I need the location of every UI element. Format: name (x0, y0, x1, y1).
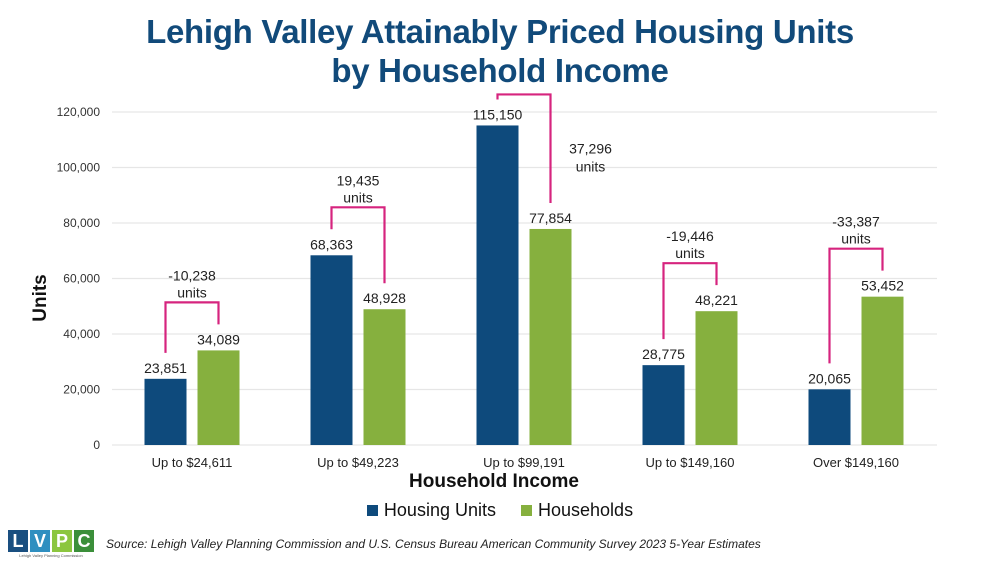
bar-households (695, 311, 738, 445)
chart-title-line-2: by Household Income (331, 52, 669, 89)
data-label: 68,363 (310, 236, 353, 252)
x-tick-label: Up to $49,223 (317, 455, 399, 470)
bar-households (363, 309, 406, 445)
bars: 23,851 34,089 68,363 48,928 115,150 77,854 28,… (144, 106, 904, 446)
source-note: Source: Lehigh Valley Planning Commissio… (106, 537, 761, 551)
logo-letter: C (74, 530, 94, 552)
bar-housing-units (144, 378, 187, 445)
y-tick-label: 20,000 (63, 383, 100, 397)
footer: L V P C Lehigh Valley Planning Commissio… (8, 530, 761, 558)
data-label: 115,150 (473, 106, 523, 122)
lvpc-logo: L V P C Lehigh Valley Planning Commissio… (8, 530, 94, 558)
y-axis-title: Units (30, 274, 51, 322)
logo-letter: V (30, 530, 50, 552)
difference-unit: units (177, 284, 207, 300)
chart-title-line-1: Lehigh Valley Attainably Priced Housing … (146, 13, 854, 50)
difference-value: 37,296 (569, 140, 612, 156)
legend-swatch-housing-units (366, 505, 378, 516)
logo-subtitle: Lehigh Valley Planning Commission (19, 553, 83, 558)
difference-unit: units (675, 245, 705, 261)
bar-housing-units (642, 365, 685, 445)
y-tick-label: 0 (93, 438, 100, 452)
x-tick-label: Up to $99,191 (483, 455, 565, 470)
difference-value: 19,435 (337, 172, 380, 188)
bar-chart: 020,00040,00060,00080,000100,000120,000 … (30, 93, 937, 492)
x-tick-label: Up to $149,160 (646, 455, 735, 470)
difference-brackets: -10,238units19,435units37,296units-19,44… (164, 93, 884, 364)
legend-label: Housing Units (383, 500, 496, 520)
difference-bracket (828, 247, 884, 364)
logo-letter: L (8, 530, 28, 552)
difference-bracket (662, 262, 718, 340)
bar-households (197, 350, 240, 445)
difference-unit: units (576, 158, 606, 174)
difference-unit: units (841, 231, 871, 247)
gridlines (112, 111, 937, 446)
y-tick-label: 60,000 (63, 272, 100, 286)
chart-title: Lehigh Valley Attainably Priced Housing … (0, 12, 1000, 90)
data-label: 48,928 (363, 290, 406, 306)
data-label: 48,221 (695, 292, 738, 308)
difference-value: -19,446 (666, 228, 714, 244)
x-axis-ticks: Up to $24,611 Up to $49,223 Up to $99,191 U… (152, 455, 899, 470)
bar-households (861, 296, 904, 445)
difference-value: -10,238 (168, 267, 216, 283)
data-label: 20,065 (808, 370, 851, 386)
difference-bracket (164, 301, 220, 353)
y-tick-label: 80,000 (63, 216, 100, 230)
data-label: 53,452 (861, 278, 904, 294)
legend: Housing Units Households (0, 500, 1000, 521)
legend-item-housing-units[interactable]: Housing Units (366, 500, 496, 521)
bar-housing-units (310, 255, 353, 445)
y-tick-label: 40,000 (63, 327, 100, 341)
data-label: 23,851 (144, 360, 187, 376)
logo-letter: P (52, 530, 72, 552)
difference-value: -33,387 (832, 214, 880, 230)
legend-swatch-households (521, 505, 532, 516)
data-label: 77,854 (529, 210, 572, 226)
legend-label: Households (538, 500, 634, 520)
data-label: 28,775 (642, 346, 685, 362)
y-tick-label: 120,000 (57, 105, 101, 119)
bar-housing-units (808, 389, 851, 445)
bar-housing-units (476, 125, 519, 446)
x-tick-label: Up to $24,611 (152, 455, 233, 470)
legend-item-households[interactable]: Households (521, 500, 633, 521)
difference-unit: units (343, 189, 373, 205)
difference-bracket (496, 93, 552, 203)
y-axis-ticks: 0 20,000 40,000 60,000 80,000 100,000 120,000 (57, 105, 101, 452)
bar-households (529, 228, 572, 445)
x-axis-title: Household Income (409, 471, 579, 492)
y-tick-label: 100,000 (57, 161, 101, 175)
x-tick-label: Over $149,160 (813, 455, 899, 470)
difference-bracket (330, 206, 386, 284)
data-label: 34,089 (197, 331, 240, 347)
